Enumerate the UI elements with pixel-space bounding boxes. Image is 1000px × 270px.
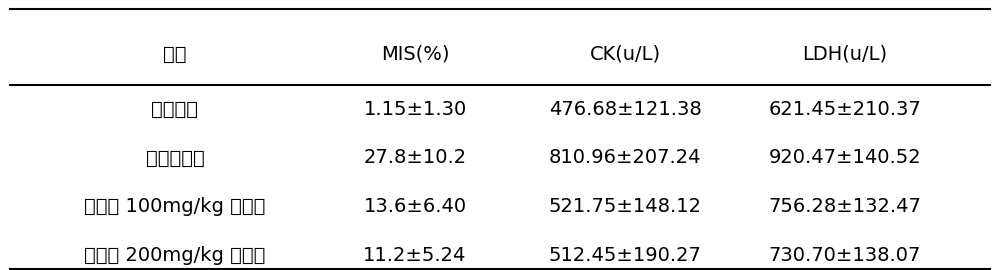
Text: MIS(%): MIS(%) (381, 45, 449, 63)
Text: 756.28±132.47: 756.28±132.47 (769, 197, 921, 216)
Text: 476.68±121.38: 476.68±121.38 (549, 100, 701, 119)
Text: CK(u/L): CK(u/L) (589, 45, 661, 63)
Text: 假手术组: 假手术组 (152, 100, 198, 119)
Text: 521.75±148.12: 521.75±148.12 (548, 197, 702, 216)
Text: 组别: 组别 (163, 45, 187, 63)
Text: 920.47±140.52: 920.47±140.52 (769, 148, 921, 167)
Text: 810.96±207.24: 810.96±207.24 (549, 148, 701, 167)
Text: 512.45±190.27: 512.45±190.27 (549, 246, 701, 265)
Text: 730.70±138.07: 730.70±138.07 (769, 246, 921, 265)
Text: 13.6±6.40: 13.6±6.40 (363, 197, 467, 216)
Text: 11.2±5.24: 11.2±5.24 (363, 246, 467, 265)
Text: 27.8±10.2: 27.8±10.2 (363, 148, 467, 167)
Text: LDH(u/L): LDH(u/L) (802, 45, 888, 63)
Text: 吗啉胍 100mg/kg 剂量组: 吗啉胍 100mg/kg 剂量组 (84, 197, 266, 216)
Text: 梗死模型组: 梗死模型组 (146, 148, 204, 167)
Text: 1.15±1.30: 1.15±1.30 (363, 100, 467, 119)
Text: 吗啉胍 200mg/kg 剂量组: 吗啉胍 200mg/kg 剂量组 (84, 246, 266, 265)
Text: 621.45±210.37: 621.45±210.37 (769, 100, 921, 119)
